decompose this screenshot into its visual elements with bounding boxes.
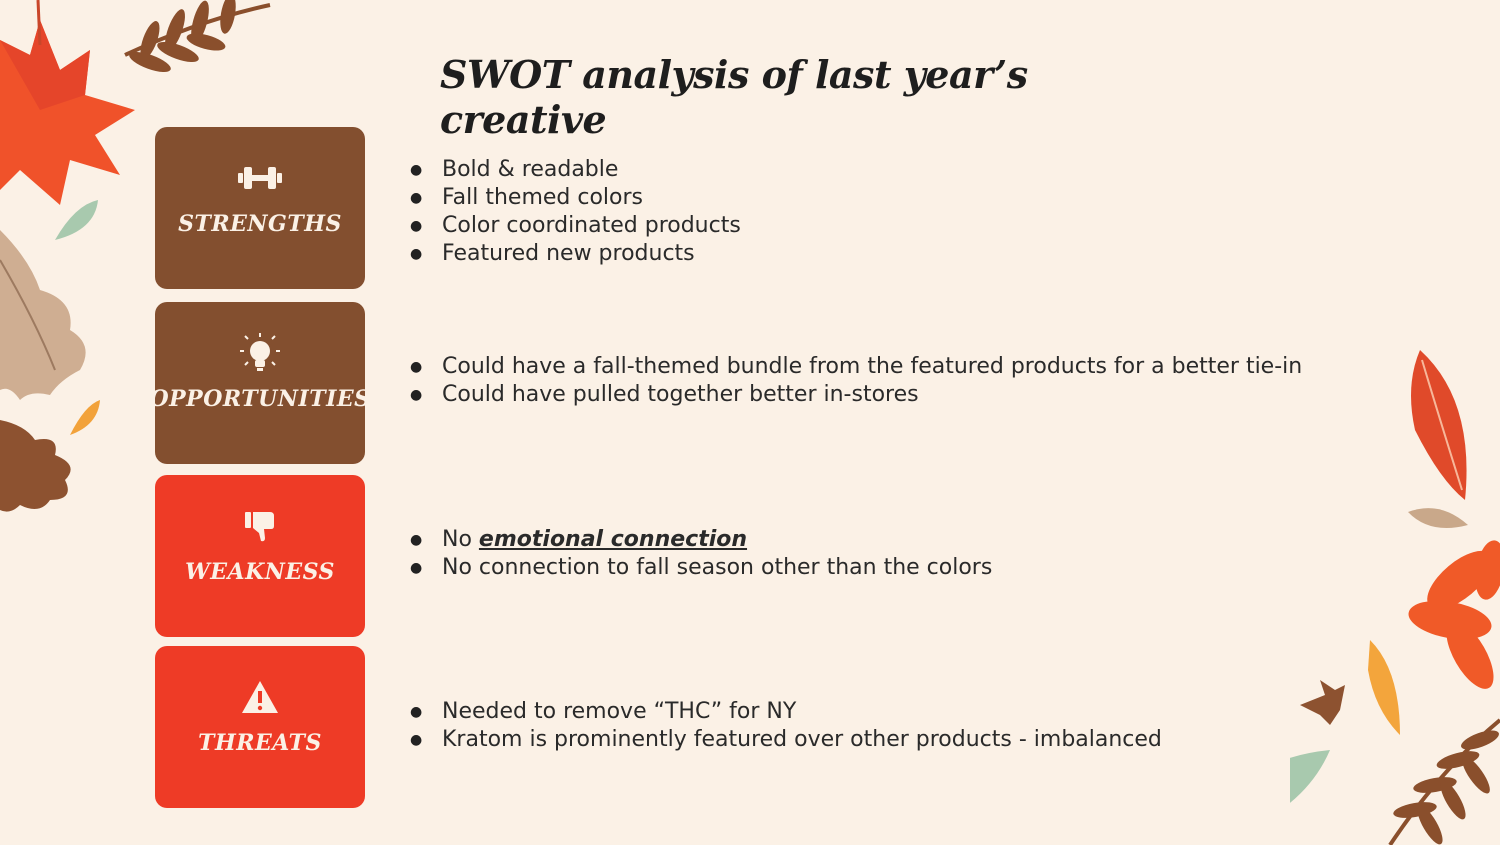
- list-item: Kratom is prominently featured over othe…: [410, 726, 1162, 754]
- list-item: Color coordinated products: [410, 212, 741, 240]
- list-item: Fall themed colors: [410, 184, 741, 212]
- leaves-right-decoration: [1290, 350, 1500, 845]
- warning-icon: [240, 680, 280, 714]
- leaves-top-left-decoration: [0, 0, 271, 512]
- list-item: Needed to remove “THC” for NY: [410, 698, 1162, 726]
- list-item: Could have pulled together better in-sto…: [410, 381, 1302, 409]
- thumbs-down-icon: [240, 509, 280, 543]
- list-item: Featured new products: [410, 240, 741, 268]
- opportunities-list: Could have a fall-themed bundle from the…: [410, 353, 1302, 409]
- weakness-label: WEAKNESS: [185, 559, 335, 585]
- slide-title: SWOT analysis of last year’s creative: [440, 52, 1028, 142]
- strengths-card: STRENGTHS: [155, 127, 365, 289]
- opportunities-label: OPPORTUNITIES: [149, 386, 371, 412]
- dumbbell-icon: [236, 161, 284, 195]
- list-item: No connection to fall season other than …: [410, 554, 992, 582]
- strengths-list: Bold & readable Fall themed colors Color…: [410, 156, 741, 268]
- lightbulb-icon: [236, 333, 284, 371]
- weakness-prefix: No: [442, 527, 479, 552]
- weakness-card: WEAKNESS: [155, 475, 365, 637]
- list-item: Bold & readable: [410, 156, 741, 184]
- emphasis-text: emotional connection: [478, 527, 748, 552]
- threats-list: Needed to remove “THC” for NY Kratom is …: [410, 698, 1162, 754]
- list-item: Could have a fall-themed bundle from the…: [410, 353, 1302, 381]
- opportunities-card: OPPORTUNITIES: [149, 302, 370, 464]
- weakness-list: No emotional connection No connection to…: [410, 526, 992, 582]
- list-item: No emotional connection: [410, 526, 992, 554]
- threats-card: THREATS: [155, 646, 365, 808]
- strengths-label: STRENGTHS: [178, 211, 342, 237]
- threats-label: THREATS: [198, 730, 322, 756]
